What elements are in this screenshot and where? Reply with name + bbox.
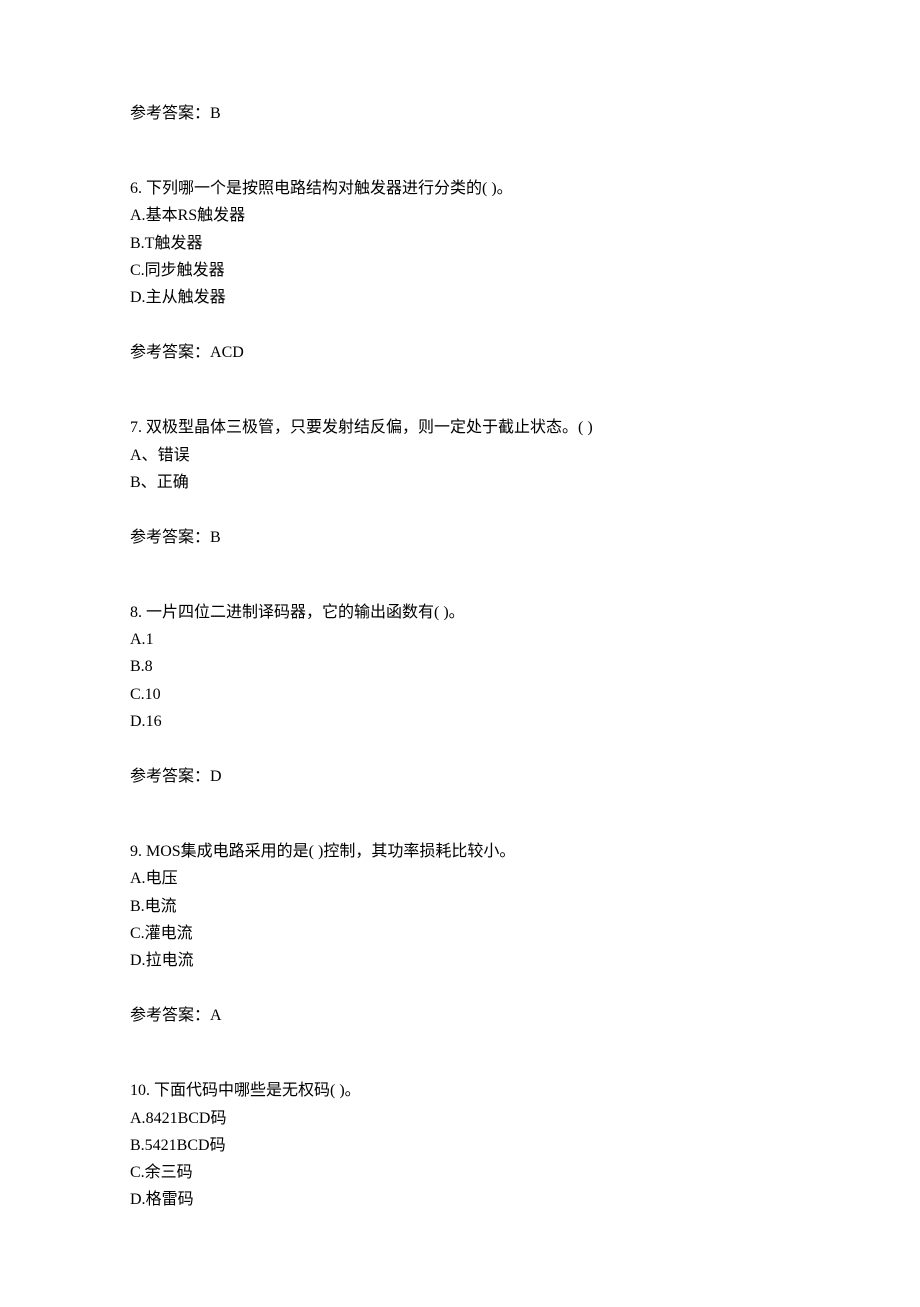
- answer-line-prev: 参考答案：B: [130, 100, 790, 127]
- question-6-number: 6.: [130, 180, 146, 197]
- option-text: 8: [145, 658, 153, 675]
- question-6-text: 下列哪一个是按照电路结构对触发器进行分类的( )。: [146, 180, 513, 197]
- question-7: 7. 双极型晶体三极管，只要发射结反偏，则一定处于截止状态。( ) A、错误 B…: [130, 414, 790, 496]
- option-prefix: A.: [130, 870, 146, 887]
- answer-value-9: A: [210, 1007, 222, 1024]
- answer-prefix: 参考答案：: [130, 529, 210, 546]
- question-6: 6. 下列哪一个是按照电路结构对触发器进行分类的( )。 A.基本RS触发器 B…: [130, 175, 790, 311]
- question-8-option-c: C.10: [130, 681, 790, 708]
- option-prefix: C.: [130, 686, 145, 703]
- option-prefix: A、: [130, 447, 158, 464]
- option-prefix: C.: [130, 925, 145, 942]
- question-6-option-c: C.同步触发器: [130, 257, 790, 284]
- answer-value-6: ACD: [210, 344, 244, 361]
- answer-prefix: 参考答案：: [130, 1007, 210, 1024]
- option-text: 同步触发器: [145, 262, 225, 279]
- answer-line-6: 参考答案：ACD: [130, 339, 790, 366]
- question-7-text: 双极型晶体三极管，只要发射结反偏，则一定处于截止状态。( ): [146, 419, 593, 436]
- option-text: 8421BCD码: [146, 1110, 227, 1127]
- question-8-text: 一片四位二进制译码器，它的输出函数有( )。: [146, 604, 465, 621]
- question-10-option-c: C.余三码: [130, 1159, 790, 1186]
- answer-value-7: B: [210, 529, 221, 546]
- question-9-stem: 9. MOS集成电路采用的是( )控制，其功率损耗比较小。: [130, 838, 790, 865]
- question-6-option-b: B.T触发器: [130, 230, 790, 257]
- answer-value-8: D: [210, 768, 222, 785]
- option-text: 16: [146, 713, 162, 730]
- question-7-stem: 7. 双极型晶体三极管，只要发射结反偏，则一定处于截止状态。( ): [130, 414, 790, 441]
- option-text: 电压: [146, 870, 178, 887]
- option-text: 基本RS触发器: [146, 207, 246, 224]
- question-9-text: MOS集成电路采用的是( )控制，其功率损耗比较小。: [146, 843, 515, 860]
- question-8-option-b: B.8: [130, 653, 790, 680]
- answer-value-prev: B: [210, 105, 221, 122]
- answer-line-9: 参考答案：A: [130, 1002, 790, 1029]
- answer-prefix: 参考答案：: [130, 105, 210, 122]
- question-7-option-a: A、错误: [130, 442, 790, 469]
- question-8-option-d: D.16: [130, 708, 790, 735]
- option-prefix: A.: [130, 1110, 146, 1127]
- option-prefix: D.: [130, 713, 146, 730]
- option-prefix: D.: [130, 289, 146, 306]
- option-text: 主从触发器: [146, 289, 226, 306]
- question-8: 8. 一片四位二进制译码器，它的输出函数有( )。 A.1 B.8 C.10 D…: [130, 599, 790, 735]
- option-text: 1: [146, 631, 154, 648]
- answer-prefix: 参考答案：: [130, 344, 210, 361]
- option-text: T触发器: [145, 235, 203, 252]
- option-text: 错误: [158, 447, 190, 464]
- question-8-option-a: A.1: [130, 626, 790, 653]
- option-prefix: B.: [130, 898, 145, 915]
- question-10-option-d: D.格雷码: [130, 1186, 790, 1213]
- question-8-stem: 8. 一片四位二进制译码器，它的输出函数有( )。: [130, 599, 790, 626]
- option-prefix: B.: [130, 658, 145, 675]
- option-prefix: C.: [130, 262, 145, 279]
- question-10-option-a: A.8421BCD码: [130, 1105, 790, 1132]
- option-text: 10: [145, 686, 161, 703]
- question-7-option-b: B、正确: [130, 469, 790, 496]
- question-10-number: 10.: [130, 1082, 154, 1099]
- question-9-option-d: D.拉电流: [130, 947, 790, 974]
- question-10-text: 下面代码中哪些是无权码( )。: [154, 1082, 361, 1099]
- option-prefix: B.: [130, 235, 145, 252]
- question-7-number: 7.: [130, 419, 146, 436]
- option-text: 灌电流: [145, 925, 193, 942]
- question-6-stem: 6. 下列哪一个是按照电路结构对触发器进行分类的( )。: [130, 175, 790, 202]
- question-10: 10. 下面代码中哪些是无权码( )。 A.8421BCD码 B.5421BCD…: [130, 1077, 790, 1213]
- option-text: 电流: [145, 898, 177, 915]
- option-prefix: A.: [130, 207, 146, 224]
- question-8-number: 8.: [130, 604, 146, 621]
- question-6-option-a: A.基本RS触发器: [130, 202, 790, 229]
- option-prefix: D.: [130, 1191, 146, 1208]
- answer-line-7: 参考答案：B: [130, 524, 790, 551]
- question-10-stem: 10. 下面代码中哪些是无权码( )。: [130, 1077, 790, 1104]
- option-prefix: A.: [130, 631, 146, 648]
- question-9: 9. MOS集成电路采用的是( )控制，其功率损耗比较小。 A.电压 B.电流 …: [130, 838, 790, 974]
- option-text: 正确: [157, 474, 189, 491]
- answer-line-8: 参考答案：D: [130, 763, 790, 790]
- question-6-option-d: D.主从触发器: [130, 284, 790, 311]
- option-prefix: D.: [130, 952, 146, 969]
- question-9-option-b: B.电流: [130, 893, 790, 920]
- option-prefix: B、: [130, 474, 157, 491]
- option-text: 拉电流: [146, 952, 194, 969]
- question-9-option-c: C.灌电流: [130, 920, 790, 947]
- option-prefix: C.: [130, 1164, 145, 1181]
- question-9-option-a: A.电压: [130, 865, 790, 892]
- option-prefix: B.: [130, 1137, 145, 1154]
- question-10-option-b: B.5421BCD码: [130, 1132, 790, 1159]
- question-9-number: 9.: [130, 843, 146, 860]
- answer-prefix: 参考答案：: [130, 768, 210, 785]
- option-text: 格雷码: [146, 1191, 194, 1208]
- option-text: 5421BCD码: [145, 1137, 226, 1154]
- option-text: 余三码: [145, 1164, 193, 1181]
